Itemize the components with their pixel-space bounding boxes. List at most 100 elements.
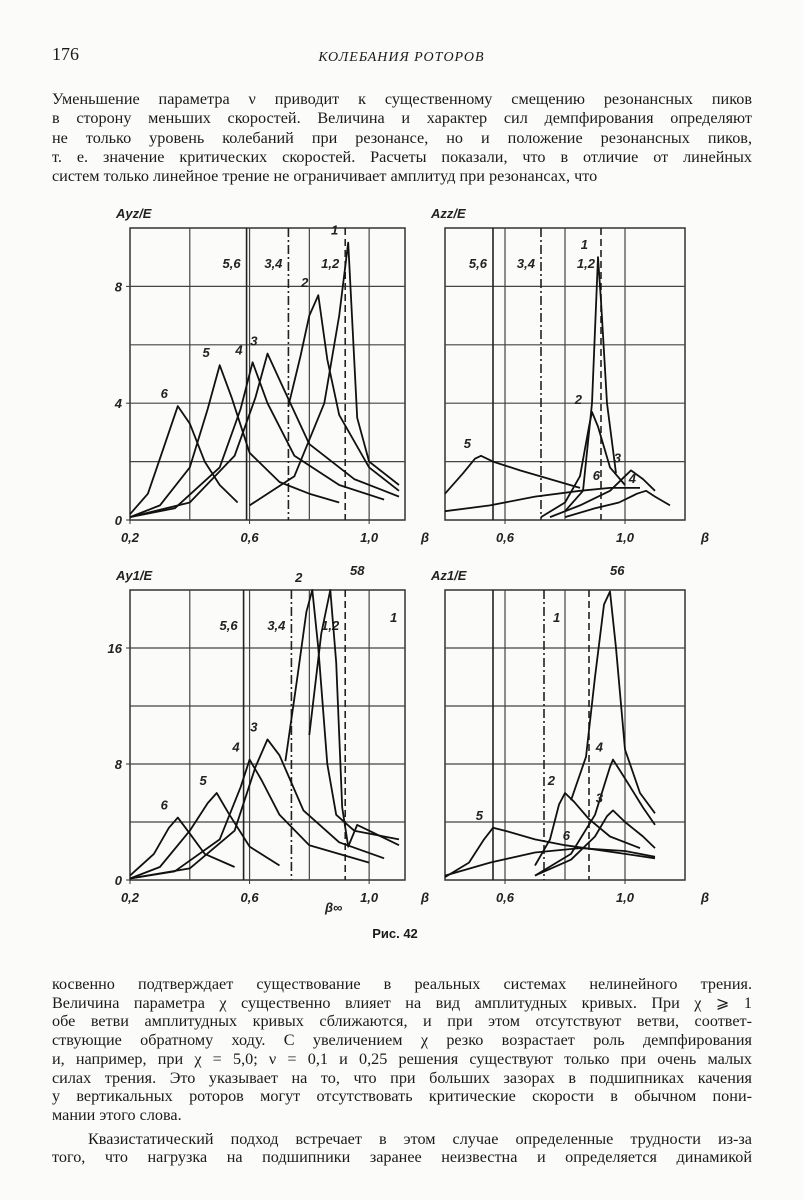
- text-line: систем только линейное трение не огранич…: [52, 167, 598, 186]
- y-axis-label: Ay1/E: [115, 568, 152, 583]
- text-line: у вертикальных роторов могут отсутствова…: [52, 1087, 752, 1106]
- curve-label: 3: [614, 450, 622, 465]
- plot-frame: [129, 227, 406, 521]
- y-axis-label: Az1/E: [430, 568, 467, 583]
- x-tick-label: 1,0: [360, 890, 379, 905]
- annotation: 1: [390, 610, 397, 625]
- page-number: 176: [52, 44, 79, 64]
- critical-speed-label: 3,4: [264, 256, 283, 271]
- text-line: обе ветви амплитудных кривых сближаются,…: [52, 1012, 752, 1031]
- curve: [129, 352, 400, 518]
- y-axis-label: Ayz/E: [115, 206, 152, 221]
- curve-label: 6: [563, 828, 571, 843]
- running-title: КОЛЕБАНИЯ РОТОРОВ: [318, 50, 485, 65]
- x-tick-label: 0,6: [241, 890, 260, 905]
- curve-label: 5: [199, 773, 207, 788]
- text-line: не только уровень колебаний при резонанс…: [52, 128, 752, 147]
- curve: [564, 256, 617, 512]
- y-tick-label: 0: [115, 873, 123, 888]
- curve-label: 4: [628, 471, 637, 486]
- curve-label: 6: [161, 386, 169, 401]
- y-axis-label: Azz/E: [430, 206, 466, 221]
- annotation: β∞: [324, 900, 342, 915]
- curve: [549, 469, 656, 518]
- x-tick-label: 0,6: [496, 890, 515, 905]
- critical-speed-label: 3,4: [267, 618, 286, 633]
- curve-label: 6: [593, 468, 601, 483]
- curve: [564, 489, 671, 518]
- x-tick-label: 0,6: [496, 530, 515, 545]
- x-axis-label: β: [420, 890, 429, 905]
- curve-label: 2: [574, 392, 583, 407]
- curve: [444, 454, 581, 495]
- curve: [534, 758, 656, 877]
- curve: [129, 738, 385, 880]
- text-line: мании этого слова.: [52, 1105, 182, 1124]
- y-tick-label: 8: [115, 757, 123, 772]
- text-line: Величина параметра χ существенно влияет …: [52, 993, 752, 1012]
- text-line: т. е. значение критических скоростей. Ра…: [52, 147, 752, 166]
- critical-speed-label: 1,2: [577, 256, 596, 271]
- curve: [129, 816, 235, 877]
- curve-label: 1: [581, 237, 588, 252]
- critical-speed-label: 3,4: [517, 256, 536, 271]
- curve: [570, 590, 656, 814]
- curve: [129, 758, 370, 880]
- figure-caption: Рис. 42: [372, 926, 418, 941]
- y-tick-label: 16: [108, 641, 123, 656]
- curve-label: 4: [234, 342, 243, 357]
- curve-label: 4: [595, 740, 604, 755]
- y-tick-label: 0: [115, 513, 123, 528]
- curve-label: 6: [161, 798, 169, 813]
- curve: [284, 589, 400, 841]
- curve: [249, 241, 400, 507]
- x-tick-label: 0,2: [121, 530, 140, 545]
- x-axis-label: β: [700, 890, 709, 905]
- curve-label: 1: [331, 223, 338, 238]
- annotation: 56: [610, 563, 625, 578]
- curve: [287, 294, 400, 492]
- critical-speed-label: 5,6: [222, 256, 241, 271]
- text-line: и, например, при χ = 5,0; ν = 0,1 и 0,25…: [52, 1049, 752, 1068]
- x-tick-label: 1,0: [360, 530, 379, 545]
- curve-label: 4: [231, 740, 240, 755]
- curve: [129, 405, 239, 515]
- curve-label: 2: [547, 773, 556, 788]
- text-line: того, что нагрузка на подшипники заранее…: [52, 1148, 752, 1167]
- critical-speed-label: 5,6: [469, 256, 488, 271]
- curve: [129, 792, 280, 880]
- curve-label: 3: [250, 719, 258, 734]
- curve-label: 5: [476, 808, 484, 823]
- x-tick-label: 1,0: [616, 530, 635, 545]
- curve: [540, 411, 626, 518]
- critical-speed-label: 1,2: [321, 256, 340, 271]
- text-line: Уменьшение параметра ν приводит к сущест…: [52, 90, 752, 108]
- text-line: ствующие обратному ходу. С увеличением χ…: [52, 1031, 752, 1050]
- x-axis-label: β: [420, 530, 429, 545]
- y-tick-label: 8: [115, 279, 123, 294]
- curve: [534, 809, 656, 877]
- x-axis-label: β: [700, 530, 709, 545]
- curve: [534, 792, 641, 866]
- curve: [444, 486, 640, 513]
- curve-label: 5: [202, 345, 210, 360]
- critical-speed-label: 1,2: [321, 618, 340, 633]
- x-tick-label: 0,2: [121, 890, 140, 905]
- text-line: силах трения. Это указывает на то, что п…: [52, 1068, 752, 1087]
- curve-label: 3: [596, 790, 604, 805]
- curve-label: 2: [294, 570, 303, 585]
- plot-frame: [129, 589, 406, 881]
- text-line: косвенно подтверждает существование в ре…: [52, 975, 752, 993]
- curve-label: 5: [464, 436, 472, 451]
- curve: [129, 361, 385, 518]
- x-tick-label: 0,6: [241, 530, 260, 545]
- curve-label: 2: [300, 275, 309, 290]
- text-line: в сторону меньших скоростей. Величина и …: [52, 109, 752, 128]
- curve: [444, 826, 656, 878]
- text-line: Квазистатический подход встречает в этом…: [88, 1129, 752, 1148]
- curve: [129, 364, 340, 518]
- annotation: 58: [350, 563, 365, 578]
- curve: [308, 589, 400, 848]
